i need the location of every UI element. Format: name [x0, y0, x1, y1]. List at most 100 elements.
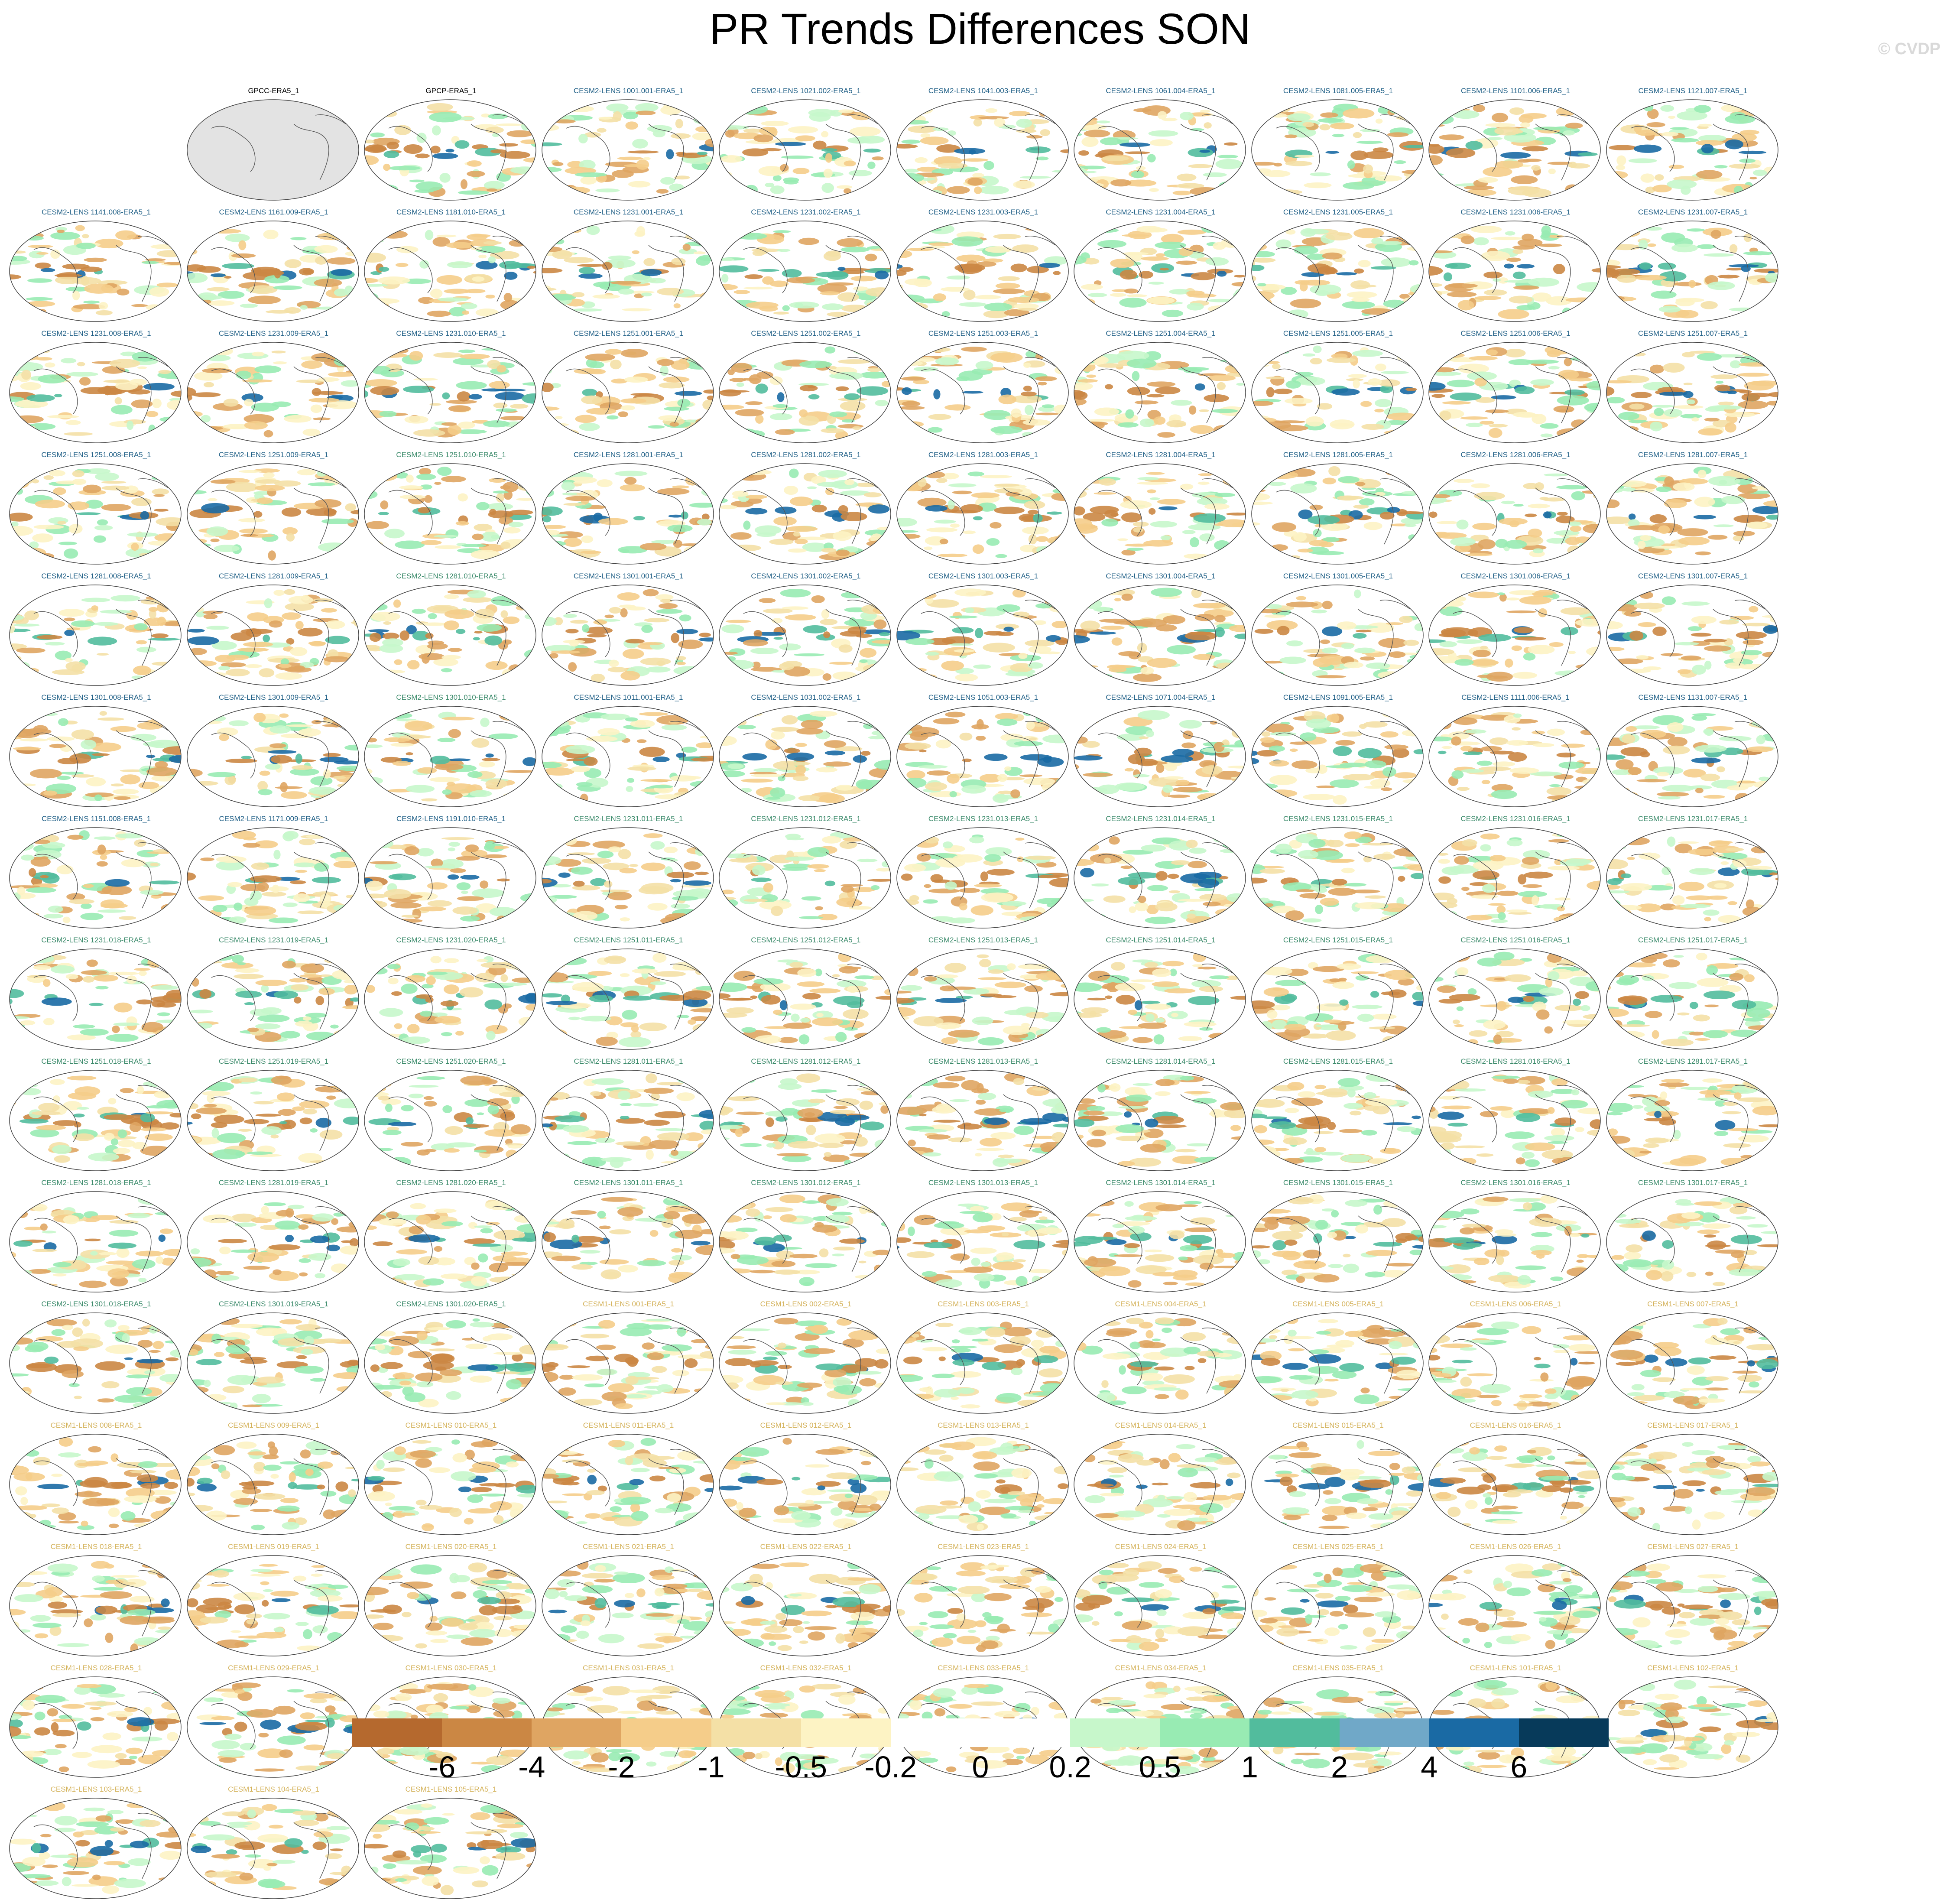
trend-patch	[1010, 789, 1020, 799]
map-panel: CESM2-LENS 1021.002-ERA5_1	[717, 87, 894, 205]
trend-patch	[1233, 275, 1246, 278]
trend-patch	[703, 390, 714, 394]
trend-patch	[824, 740, 847, 748]
trend-patch	[10, 309, 34, 318]
trend-patch	[873, 619, 887, 629]
trend-patch	[1134, 400, 1158, 405]
trend-patch	[484, 635, 503, 646]
trend-patch	[1429, 302, 1438, 308]
trend-patch	[997, 276, 1020, 281]
panel-title: CESM2-LENS 1301.006-ERA5_1	[1460, 572, 1571, 580]
trend-patch	[271, 351, 286, 354]
trend-patch	[1461, 769, 1484, 773]
trend-patch	[413, 378, 438, 381]
trend-patch	[1649, 422, 1662, 432]
trend-patch	[448, 848, 456, 851]
trend-patch	[437, 737, 456, 742]
trend-patch	[874, 177, 891, 182]
trend-patch	[445, 149, 454, 153]
trend-patch	[418, 906, 446, 912]
trend-patch	[912, 190, 925, 194]
trend-patch	[769, 854, 794, 864]
map-outline	[364, 221, 536, 322]
trend-patch	[1214, 188, 1245, 197]
trend-patch	[1651, 546, 1681, 549]
trend-patch	[65, 420, 81, 425]
trend-patch	[1429, 182, 1450, 192]
trend-patch	[788, 548, 807, 553]
trend-patch	[638, 886, 670, 895]
trend-patch	[97, 717, 124, 721]
trend-patch	[77, 362, 85, 367]
trend-patch	[457, 896, 484, 901]
trend-patch	[57, 776, 71, 780]
trend-patch	[1377, 379, 1400, 387]
trend-patch	[1026, 135, 1043, 139]
trend-patch	[926, 638, 956, 645]
trend-patch	[522, 757, 536, 766]
trend-patch	[1167, 645, 1196, 655]
trend-patch	[142, 261, 159, 264]
trend-patch	[1125, 409, 1134, 419]
trend-patch	[164, 480, 181, 484]
trend-patch	[240, 303, 258, 308]
trend-patch	[1678, 536, 1710, 546]
trend-patch	[1676, 111, 1707, 121]
trend-patch	[1251, 162, 1276, 166]
map-outline	[1428, 585, 1601, 686]
trend-patch	[1741, 393, 1760, 402]
trend-patch	[41, 873, 60, 884]
trend-patch	[364, 379, 397, 387]
map-panel: CESM2-LENS 1301.002-ERA5_1	[717, 572, 894, 690]
trend-patch	[240, 883, 266, 891]
trend-patch	[1571, 419, 1588, 429]
trend-patch	[702, 399, 714, 410]
trend-patch	[1148, 130, 1178, 137]
trend-patch	[207, 498, 217, 501]
coastline	[1453, 236, 1588, 302]
trend-patch	[427, 640, 445, 645]
trend-patch	[1352, 350, 1383, 357]
trend-patch	[118, 916, 136, 920]
trend-patch	[432, 153, 458, 159]
trend-patch	[489, 907, 517, 917]
trend-patch	[1674, 642, 1699, 646]
trend-patch	[81, 276, 89, 286]
trend-patch	[993, 507, 1025, 514]
trend-patch	[273, 850, 281, 860]
trend-patch	[1353, 268, 1364, 274]
panel-title: CESM2-LENS 1051.003-ERA5_1	[928, 693, 1038, 701]
trend-patch	[961, 785, 986, 794]
trend-patch	[1616, 155, 1626, 166]
trend-patch	[625, 121, 638, 130]
trend-patch	[799, 916, 823, 919]
trend-patch	[571, 292, 584, 298]
trend-patch	[1548, 168, 1556, 175]
trend-patch	[441, 655, 461, 660]
trend-patch	[137, 366, 147, 369]
trend-patch	[1501, 500, 1515, 504]
trend-patch	[33, 524, 64, 529]
trend-patch	[421, 540, 442, 545]
trend-patch	[972, 173, 984, 178]
trend-patch	[1290, 299, 1321, 309]
trend-patch	[816, 767, 838, 773]
map-svg	[1074, 585, 1246, 686]
trend-patch	[1342, 108, 1374, 119]
trend-patch	[696, 663, 714, 667]
trend-patch	[695, 126, 711, 132]
trend-patch	[13, 624, 40, 627]
trend-patch	[167, 912, 178, 919]
map-svg	[719, 342, 891, 443]
map-svg	[9, 585, 182, 686]
trend-patch	[1760, 594, 1778, 599]
trend-patch	[1717, 274, 1739, 279]
panel-title: CESM2-LENS 1231.002-ERA5_1	[751, 208, 861, 216]
trend-patch	[474, 523, 493, 531]
trend-patch	[1217, 270, 1227, 277]
trend-patch	[526, 485, 536, 496]
trend-patch	[191, 295, 223, 300]
trend-patch	[949, 791, 957, 798]
trend-patch	[1038, 791, 1057, 799]
trend-patch	[1132, 371, 1140, 381]
